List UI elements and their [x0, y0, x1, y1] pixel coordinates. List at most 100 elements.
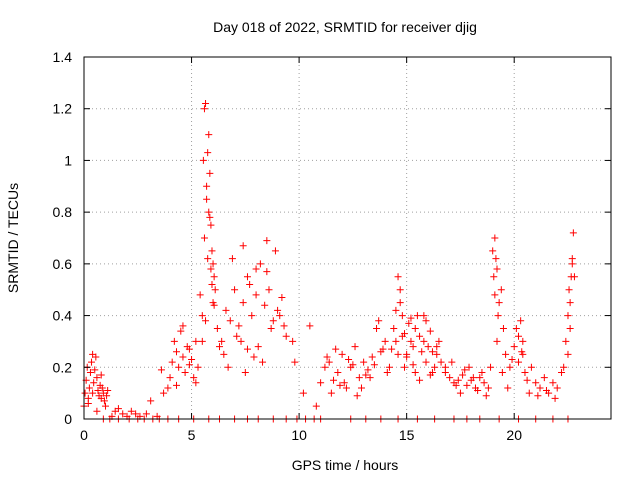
- data-point: [274, 306, 282, 314]
- data-point: [127, 407, 135, 415]
- data-point: [336, 381, 344, 389]
- data-point: [398, 332, 406, 340]
- data-point: [246, 281, 254, 289]
- data-point: [327, 389, 335, 397]
- data-point: [200, 105, 208, 113]
- data-point: [210, 273, 218, 281]
- data-point: [299, 389, 307, 397]
- data-point: [353, 392, 361, 400]
- data-point: [104, 387, 112, 395]
- data-point: [480, 379, 488, 387]
- data-point: [540, 374, 548, 382]
- data-point: [190, 374, 198, 382]
- data-point: [222, 306, 230, 314]
- data-point: [192, 379, 200, 387]
- data-point: [89, 350, 97, 358]
- data-point: [403, 353, 411, 361]
- data-point: [446, 374, 454, 382]
- data-point: [90, 379, 98, 387]
- data-point: [416, 376, 424, 384]
- data-point: [534, 392, 542, 400]
- data-point: [166, 374, 174, 382]
- data-point: [282, 332, 290, 340]
- data-point: [172, 381, 180, 389]
- data-point: [252, 291, 260, 299]
- chart-title: Day 018 of 2022, SRMTID for receiver dji…: [213, 19, 477, 35]
- data-point: [206, 169, 214, 177]
- data-point: [243, 345, 251, 353]
- data-point: [493, 265, 501, 273]
- x-tick-label: 0: [80, 427, 88, 443]
- data-point: [422, 317, 430, 325]
- data-point: [448, 358, 456, 366]
- data-point: [252, 265, 260, 273]
- data-point: [504, 384, 512, 392]
- data-point: [267, 325, 275, 332]
- data-point: [396, 299, 404, 307]
- data-point: [323, 353, 331, 361]
- data-point: [515, 358, 523, 366]
- data-point: [532, 379, 540, 387]
- data-point: [198, 312, 206, 320]
- data-point: [203, 182, 211, 190]
- data-point: [549, 379, 557, 387]
- data-point: [103, 392, 111, 400]
- data-point: [181, 368, 189, 376]
- y-tick-label: 0.2: [53, 359, 73, 375]
- data-point: [498, 368, 506, 376]
- y-tick-label: 0: [64, 411, 72, 427]
- data-point: [506, 363, 514, 371]
- data-point: [459, 371, 467, 379]
- data-point: [428, 348, 436, 356]
- data-point: [209, 260, 217, 268]
- data-point: [203, 195, 211, 203]
- data-point: [132, 410, 140, 418]
- data-point: [93, 374, 101, 382]
- grid-lines: [84, 57, 611, 419]
- data-point: [200, 234, 208, 242]
- data-point: [375, 317, 383, 325]
- x-axis-label: GPS time / hours: [292, 457, 399, 473]
- data-point: [493, 337, 501, 345]
- data-point: [394, 273, 402, 281]
- data-point: [482, 392, 490, 400]
- data-point: [207, 221, 215, 229]
- data-point: [364, 366, 372, 374]
- data-point: [351, 343, 359, 351]
- data-point: [405, 319, 413, 327]
- data-point: [357, 384, 365, 392]
- data-point: [216, 343, 224, 351]
- data-point: [164, 384, 172, 392]
- data-point: [355, 374, 363, 382]
- data-point: [558, 368, 566, 376]
- data-point: [407, 337, 415, 345]
- data-point: [218, 337, 226, 345]
- data-point: [233, 332, 241, 340]
- data-point: [168, 358, 176, 366]
- data-point: [517, 317, 525, 325]
- data-point: [157, 366, 165, 374]
- data-point: [265, 286, 273, 294]
- data-point: [204, 255, 212, 263]
- data-point: [542, 387, 550, 395]
- data-point: [237, 337, 245, 345]
- data-point: [383, 368, 391, 376]
- x-tick-label: 10: [291, 427, 307, 443]
- data-point: [204, 149, 212, 157]
- data-point: [564, 350, 572, 358]
- data-point: [88, 358, 96, 366]
- data-point: [334, 368, 342, 376]
- data-point: [435, 337, 443, 345]
- data-point: [177, 327, 185, 335]
- data-point: [194, 363, 202, 371]
- data-point: [256, 260, 264, 268]
- data-point: [452, 381, 460, 389]
- data-point: [536, 384, 544, 392]
- data-point: [484, 384, 492, 392]
- data-point: [213, 325, 221, 332]
- data-point: [317, 379, 325, 387]
- data-point: [564, 312, 572, 320]
- data-point: [276, 312, 284, 320]
- data-point: [401, 363, 409, 371]
